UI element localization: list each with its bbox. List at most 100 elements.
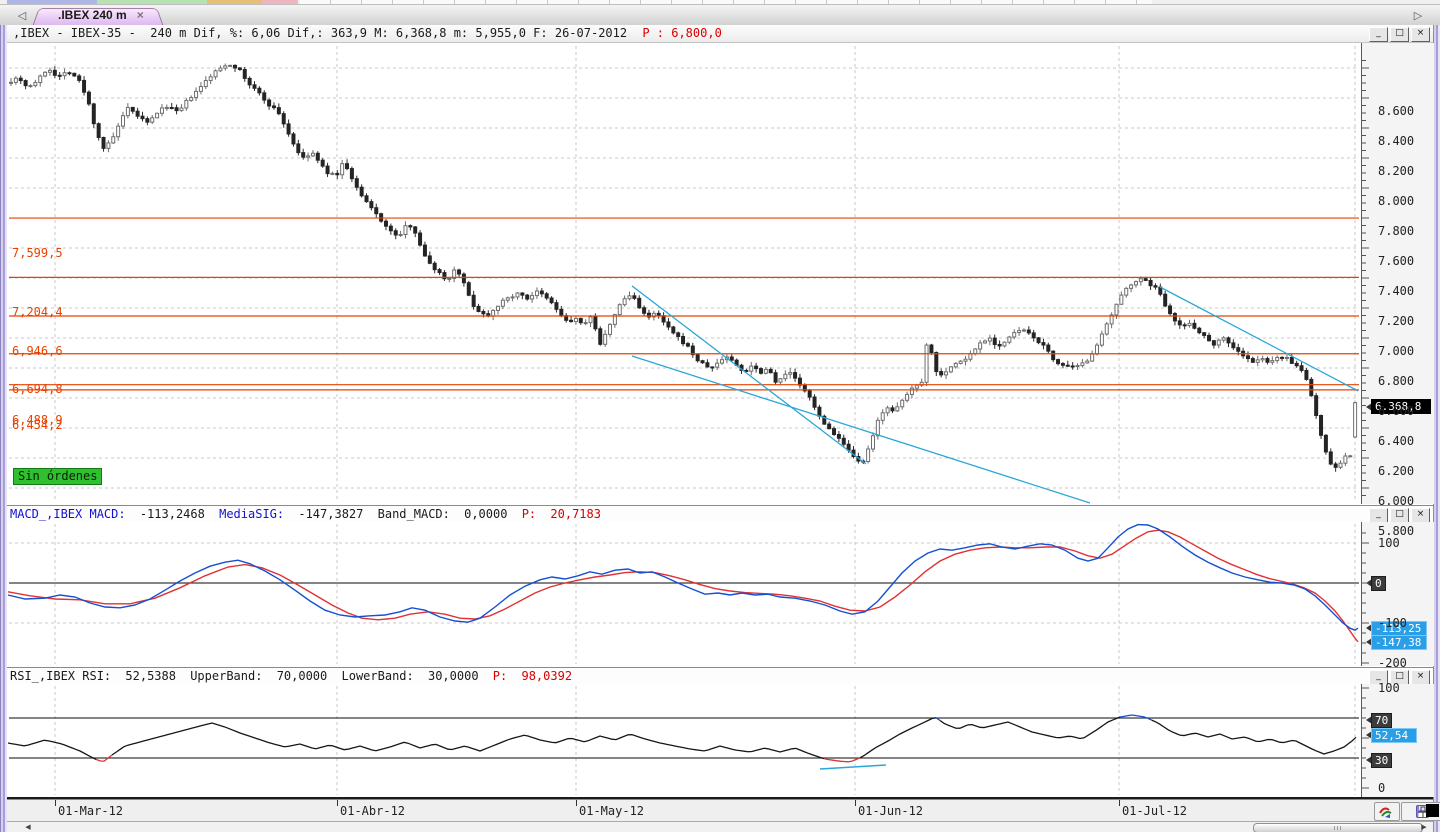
tab-close-icon[interactable]: ×	[136, 8, 144, 22]
rsi-value-arrow-icon	[1362, 731, 1372, 739]
macd-p-value: 20,7183	[550, 507, 601, 521]
rsi-window-controls: _ □ ×	[1369, 670, 1430, 685]
chart-icon	[1379, 807, 1392, 818]
time-axis-tick	[576, 800, 577, 806]
time-axis-tick	[1119, 800, 1120, 806]
close-button[interactable]: ×	[1411, 27, 1430, 42]
price-level-label: 6,946,6	[12, 344, 63, 358]
price-y-axis[interactable]	[1361, 43, 1434, 504]
color-segment	[207, 0, 262, 4]
rsi-lowerband-box: 30	[1371, 753, 1393, 768]
upperband-label: UpperBand:	[190, 669, 263, 683]
scroll-right-icon[interactable]: ▶	[1421, 823, 1427, 831]
price-axis-label: 7.600	[1378, 254, 1415, 268]
price-axis-label: 7.200	[1378, 314, 1415, 328]
time-axis-tick	[337, 800, 338, 806]
macd-axis-label: -200	[1378, 656, 1407, 670]
rsi-axis-label: 0	[1378, 781, 1386, 795]
lowerband-value: 30,0000	[427, 669, 479, 683]
rsi-minimize-button[interactable]: _	[1369, 670, 1388, 685]
macd-chart-canvas[interactable]	[7, 522, 1361, 666]
toolbar-cells	[300, 0, 1152, 4]
time-axis-tick	[855, 800, 856, 806]
signal-value-box: -147,38	[1371, 635, 1427, 650]
rsi-upper-arrow-icon	[1362, 716, 1372, 724]
tab-label: .IBEX 240 m	[58, 8, 127, 22]
price-alert-value: P : 6,800,0	[642, 26, 722, 40]
price-axis-label: 8.200	[1378, 164, 1415, 178]
color-segment	[7, 0, 97, 4]
mediasig-label: MediaSIG:	[219, 507, 285, 521]
price-axis-label: 6.400	[1378, 434, 1415, 448]
macd-series-MACD	[7, 523, 1359, 631]
macd-maximize-button[interactable]: □	[1390, 508, 1409, 523]
mediasig-value: -147,3827	[298, 507, 364, 521]
horizontal-scrollbar[interactable]: ◀ ▶	[7, 821, 1433, 832]
tab-scroll-right-icon[interactable]: ▷	[1413, 9, 1423, 22]
rsi-axis-label: 100	[1378, 681, 1400, 695]
macd-value-arrow-icon	[1362, 624, 1372, 632]
macd-zero-box: 0	[1371, 576, 1386, 591]
upperband-value: 70,0000	[276, 669, 328, 683]
candlestick-chart-canvas[interactable]	[7, 43, 1361, 504]
price-axis-label: 7.800	[1378, 224, 1415, 238]
price-axis-label: 6.800	[1378, 374, 1415, 388]
price-axis-label: 6.600	[1378, 404, 1415, 418]
y-axis-ticks	[1361, 43, 1369, 797]
macd-p-label: P:	[521, 507, 537, 521]
rsi-close-button[interactable]: ×	[1411, 670, 1430, 685]
window-controls: _ □ ×	[1369, 27, 1430, 42]
macd-axis-label: -100	[1378, 616, 1407, 630]
price-level-label: 6,454,2	[12, 417, 63, 432]
price-axis-label: 5.800	[1378, 524, 1415, 538]
macd-axis-label: 100	[1378, 536, 1400, 550]
last-price-box: 6.368,8	[1371, 399, 1431, 414]
rsi-value: 52,5388	[125, 669, 176, 683]
time-axis-label: 01-Mar-12	[58, 804, 124, 818]
macd-plot-background	[7, 522, 1361, 666]
rsi-label: RSI_,IBEX RSI:	[10, 669, 112, 683]
price-level-label: 7,599,5	[12, 246, 63, 261]
time-axis-bar[interactable]: 01-Mar-12 01-Abr-12 01-May-12 01-Jun-12 01-J…	[7, 799, 1440, 821]
band-macd-label: Band_MACD:	[377, 507, 450, 521]
scroll-left-icon[interactable]: ◀	[25, 823, 31, 831]
rsi-value-box: 52,54	[1371, 728, 1417, 743]
price-level-label: 6,488,9	[12, 412, 63, 427]
price-plot-background	[7, 43, 1361, 504]
price-axis-label: 6.000	[1378, 494, 1415, 508]
price-axis-label: 6.200	[1378, 464, 1415, 478]
maximize-button[interactable]: □	[1390, 27, 1409, 42]
macd-value: -113,2468	[139, 507, 205, 521]
price-level-label: 6,694,8	[12, 381, 63, 396]
candlestick-series	[9, 63, 1358, 472]
black-square-icon[interactable]	[1426, 804, 1439, 817]
window-border-right	[1433, 25, 1440, 832]
signal-value-arrow-icon	[1362, 638, 1372, 646]
time-axis-label: 01-Jun-12	[858, 804, 924, 818]
rsi-lower-arrow-icon	[1362, 756, 1372, 764]
time-axis-label: 01-May-12	[579, 804, 645, 818]
minimize-button[interactable]: _	[1369, 27, 1388, 42]
time-axis-label: 01-Abr-12	[340, 804, 406, 818]
rsi-p-label: P:	[492, 669, 508, 683]
tab-scroll-left-icon[interactable]: ◁	[17, 9, 27, 22]
macd-panel-header: MACD_,IBEX MACD: -113,2468 MediaSIG: -14…	[7, 505, 1433, 523]
toolbar-color-strip	[0, 0, 1440, 5]
price-axis-label: 7.400	[1378, 284, 1415, 298]
rsi-p-value: 98,0392	[521, 669, 573, 683]
chart-tool-button[interactable]	[1374, 802, 1400, 821]
time-axis-tick	[55, 800, 56, 806]
rsi-upperband-box: 70	[1371, 713, 1393, 728]
price-axis-label: 7.000	[1378, 344, 1415, 358]
macd-label: MACD_,IBEX MACD:	[10, 507, 126, 521]
color-segment	[97, 0, 207, 4]
band-macd-value: 0,0000	[464, 507, 508, 521]
rsi-trendline	[819, 764, 887, 770]
scrollbar-grip-icon	[1334, 826, 1341, 830]
pin-icon	[1417, 806, 1427, 817]
scrollbar-thumb[interactable]	[1253, 823, 1423, 832]
chart-tab-bar: ◁ .IBEX 240 m × ▷	[0, 5, 1440, 26]
tab-ibex-240m[interactable]: .IBEX 240 m ×	[32, 6, 164, 27]
rsi-chart-canvas[interactable]	[7, 684, 1361, 797]
